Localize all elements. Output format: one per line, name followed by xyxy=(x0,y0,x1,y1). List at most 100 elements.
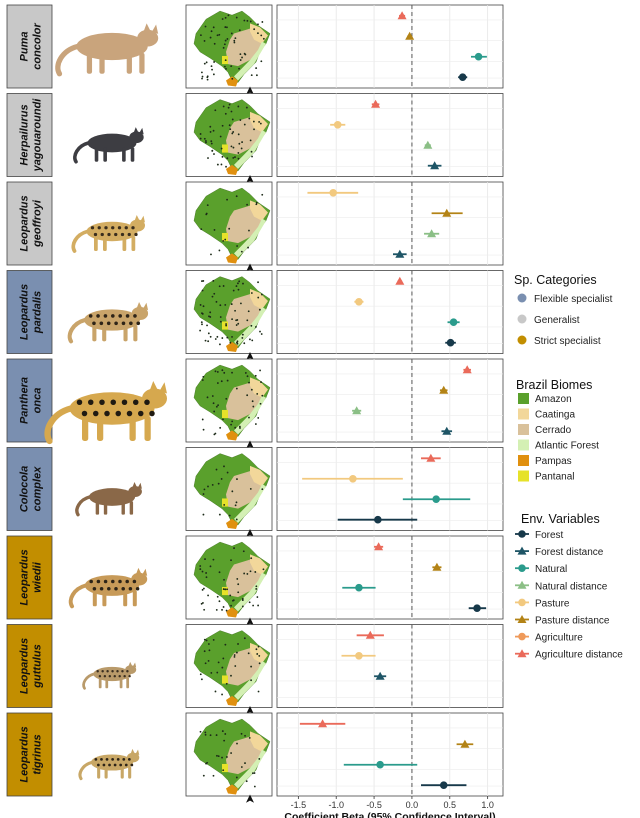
occurrence-dot xyxy=(241,141,243,143)
species-label-box xyxy=(6,4,53,89)
cat-spot xyxy=(123,674,126,678)
cat-leg xyxy=(95,501,100,515)
cat-spot xyxy=(126,410,133,417)
pampas-biome xyxy=(226,430,238,441)
atlantic-forest-biome xyxy=(234,307,266,346)
atlantic-forest-biome xyxy=(234,395,266,435)
atlantic-forest-biome xyxy=(234,130,266,169)
cat-leg xyxy=(119,677,123,689)
occurrence-dot xyxy=(250,557,253,560)
occurrence-dot xyxy=(243,637,246,640)
cat-spot xyxy=(117,226,122,230)
occurrence-dot xyxy=(219,343,221,346)
occurrence-dot xyxy=(258,121,261,123)
cat-spot xyxy=(98,674,102,678)
legend-biome-label: Amazon xyxy=(535,394,572,405)
cat-spot xyxy=(131,226,135,230)
cat-head xyxy=(128,486,142,497)
legend-variable-marker xyxy=(518,632,526,641)
coefficient-point xyxy=(376,760,384,769)
cat-spot xyxy=(108,674,112,678)
pampas-biome xyxy=(226,518,238,530)
coefficient-point xyxy=(430,161,440,170)
coefficient-point xyxy=(349,474,357,483)
pantanal-biome xyxy=(222,675,228,684)
atlantic-forest-biome xyxy=(234,661,266,700)
species-name-line: complex xyxy=(32,466,44,512)
cat-leg xyxy=(92,324,97,342)
pantanal-biome xyxy=(222,586,228,596)
occurrence-dot xyxy=(226,198,228,201)
coefficient-point xyxy=(439,781,448,790)
coefficient-point xyxy=(352,406,362,415)
occurrence-dot xyxy=(253,28,256,31)
legend-variable-marker xyxy=(518,564,526,572)
legend-biome-swatch xyxy=(518,470,529,482)
occurrence-dot xyxy=(221,730,224,733)
occurrence-dot xyxy=(227,14,230,17)
coefficient-point xyxy=(333,120,342,129)
cat-spot xyxy=(136,321,141,326)
legend-biome-swatch xyxy=(518,455,529,466)
occurrence-dot xyxy=(235,387,238,390)
occurrence-dot xyxy=(248,416,250,419)
brazil-map xyxy=(193,364,271,449)
occurrence-dot xyxy=(250,150,253,153)
occurrence-dot xyxy=(237,288,240,291)
occurrence-dot xyxy=(226,157,229,160)
occurrence-dot xyxy=(234,504,237,507)
species-label-box xyxy=(6,358,53,443)
occurrence-dot xyxy=(202,493,205,495)
cat-spot xyxy=(96,763,100,767)
brazil-map xyxy=(193,187,271,272)
cat-illustration xyxy=(67,301,149,344)
cat-tail xyxy=(75,495,92,517)
occurrence-dot xyxy=(204,25,207,28)
cat-spot xyxy=(118,579,122,584)
occurrence-dot xyxy=(206,78,209,81)
occurrence-dot xyxy=(203,137,206,140)
cat-spot xyxy=(114,586,118,591)
cat-ear xyxy=(139,127,144,135)
occurrence-dot xyxy=(242,282,244,285)
occurrence-dot xyxy=(231,77,234,80)
species-name: Leoparduspardalis xyxy=(19,284,44,340)
species-label-box xyxy=(6,447,53,531)
occurrence-dot xyxy=(238,67,240,70)
plot-panel xyxy=(276,712,504,797)
cat-illustration xyxy=(82,661,137,690)
legend-variable-label: Pasture xyxy=(535,598,570,609)
species-name-line: Leopardus xyxy=(19,284,31,340)
occurrence-dot xyxy=(216,754,218,757)
occurrence-dot xyxy=(243,19,246,22)
occurrence-dot xyxy=(205,141,207,144)
occurrence-dot xyxy=(256,653,259,655)
cat-ear xyxy=(137,482,142,489)
occurrence-dot xyxy=(257,32,259,35)
coefficient-point xyxy=(432,495,440,504)
occurrence-dot xyxy=(213,153,215,155)
occurrence-dot xyxy=(245,780,248,783)
species-panel: Pumaconcolor xyxy=(6,4,504,95)
occurrence-dot xyxy=(240,250,243,253)
occurrence-dot xyxy=(250,388,253,391)
occurrence-dot xyxy=(216,34,219,37)
occurrence-dot xyxy=(236,245,238,247)
occurrence-dot xyxy=(202,279,205,282)
occurrence-dot xyxy=(262,568,265,571)
occurrence-dot xyxy=(250,679,253,682)
occurrence-dot xyxy=(209,734,212,737)
legend-variable-marker xyxy=(517,546,527,555)
occurrence-dot xyxy=(246,375,249,378)
coefficient-point xyxy=(460,739,470,748)
occurrence-dot xyxy=(231,490,234,493)
occurrence-dot xyxy=(218,600,221,603)
occurrence-dot xyxy=(222,239,225,242)
atlantic-forest-biome xyxy=(234,218,266,258)
cat-spot xyxy=(88,399,94,405)
pantanal-biome xyxy=(222,232,228,242)
occurrence-dot xyxy=(209,36,212,39)
occurrence-dot xyxy=(255,325,257,328)
brazil-map xyxy=(193,541,271,626)
cat-spot xyxy=(102,763,106,767)
